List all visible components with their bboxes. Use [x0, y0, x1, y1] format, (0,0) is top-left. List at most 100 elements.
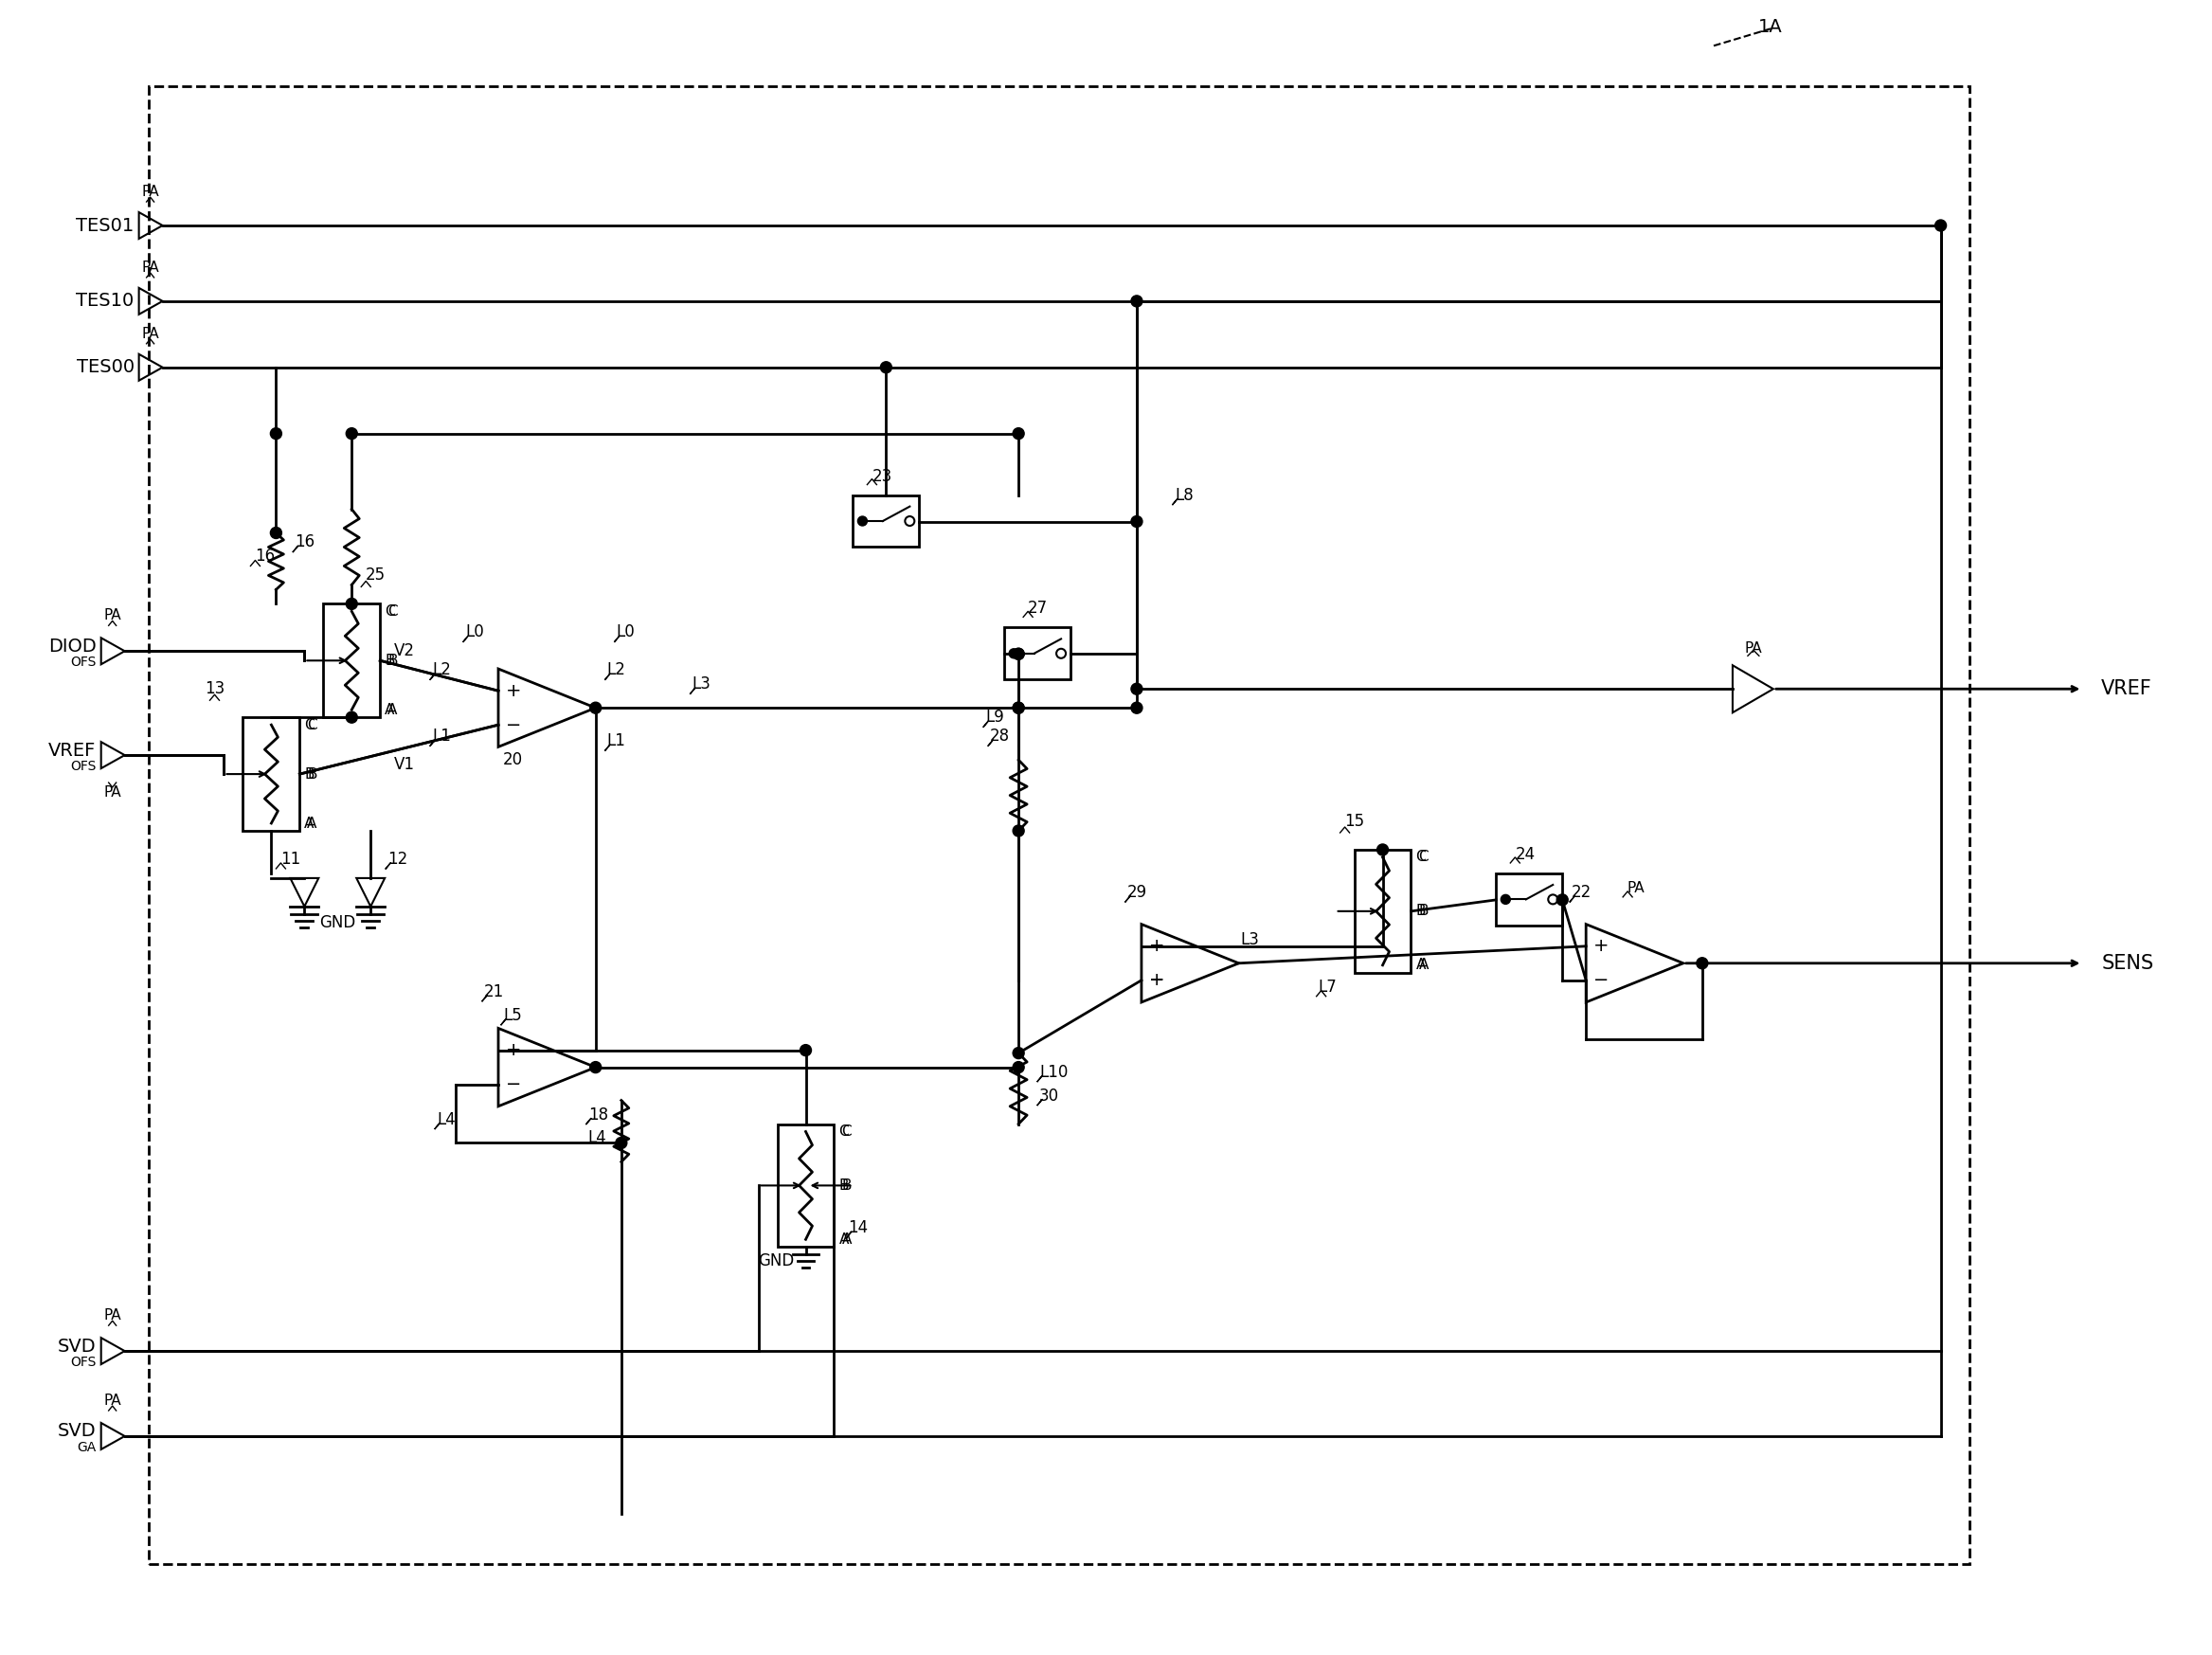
- Text: A: A: [838, 1233, 849, 1246]
- Text: 15: 15: [1345, 813, 1365, 829]
- Circle shape: [801, 1044, 812, 1056]
- Text: 24: 24: [1515, 846, 1535, 862]
- Circle shape: [1013, 649, 1024, 660]
- Text: 21: 21: [484, 983, 504, 1000]
- Text: SENS: SENS: [2101, 953, 2154, 973]
- Bar: [854, 495, 920, 548]
- Circle shape: [1130, 684, 1141, 695]
- Circle shape: [1548, 895, 1557, 904]
- Text: SVD: SVD: [58, 1337, 97, 1355]
- Text: B: B: [385, 654, 394, 667]
- Text: PA: PA: [142, 326, 159, 341]
- Text: B: B: [1416, 904, 1427, 919]
- Text: V1: V1: [394, 756, 416, 773]
- Circle shape: [905, 516, 914, 526]
- Text: 28: 28: [991, 728, 1011, 745]
- Text: −: −: [507, 1076, 522, 1094]
- Text: B: B: [387, 654, 398, 667]
- Text: PA: PA: [104, 786, 122, 799]
- Text: VREF: VREF: [2101, 680, 2152, 698]
- Text: V2: V2: [394, 642, 416, 660]
- Text: PA: PA: [142, 260, 159, 275]
- Circle shape: [1009, 649, 1018, 659]
- Text: L1: L1: [431, 728, 451, 745]
- Circle shape: [1013, 826, 1024, 836]
- Circle shape: [1013, 649, 1024, 660]
- Text: 20: 20: [502, 751, 522, 768]
- Text: C: C: [1416, 851, 1427, 864]
- Text: DIOD: DIOD: [49, 637, 97, 655]
- Bar: [1354, 849, 1411, 973]
- Text: C: C: [1418, 851, 1429, 864]
- Circle shape: [1130, 702, 1141, 713]
- Text: 16: 16: [254, 548, 274, 564]
- Bar: [243, 717, 299, 831]
- Text: L2: L2: [606, 662, 626, 679]
- Text: A: A: [305, 816, 314, 831]
- Text: PA: PA: [142, 185, 159, 199]
- Text: L3: L3: [1241, 932, 1259, 948]
- Text: C: C: [385, 604, 396, 619]
- Text: B: B: [1418, 904, 1429, 919]
- Text: 12: 12: [387, 851, 407, 867]
- Text: PA: PA: [104, 1309, 122, 1322]
- Text: A: A: [385, 703, 394, 717]
- Text: 16: 16: [294, 535, 314, 551]
- Circle shape: [1557, 894, 1568, 905]
- Text: B: B: [838, 1178, 849, 1193]
- Text: B: B: [307, 766, 316, 781]
- Text: 22: 22: [1573, 884, 1593, 900]
- Text: B: B: [841, 1178, 852, 1193]
- Circle shape: [1378, 844, 1389, 856]
- Text: TES00: TES00: [75, 359, 135, 376]
- Circle shape: [591, 702, 602, 713]
- Text: A: A: [1418, 958, 1429, 971]
- Text: +: +: [1593, 937, 1608, 955]
- Bar: [148, 86, 1969, 1564]
- Text: L4: L4: [436, 1111, 456, 1127]
- Circle shape: [1013, 702, 1024, 713]
- Circle shape: [1130, 296, 1141, 306]
- Text: VREF: VREF: [49, 741, 97, 760]
- Circle shape: [1013, 1048, 1024, 1059]
- Text: +: +: [1148, 937, 1166, 955]
- Text: PA: PA: [1626, 880, 1644, 895]
- Text: L5: L5: [502, 1006, 522, 1024]
- Circle shape: [591, 1061, 602, 1072]
- Bar: [776, 1124, 834, 1246]
- Text: L0: L0: [465, 624, 484, 640]
- Text: L10: L10: [1040, 1064, 1068, 1081]
- Text: L7: L7: [1318, 978, 1336, 995]
- Text: OFS: OFS: [71, 1355, 97, 1369]
- Text: L3: L3: [692, 675, 710, 693]
- Bar: [1495, 874, 1562, 925]
- Text: −: −: [1148, 937, 1164, 955]
- Bar: [323, 604, 380, 717]
- Text: L0: L0: [617, 624, 635, 640]
- Text: L2: L2: [431, 662, 451, 679]
- Text: −: −: [507, 717, 522, 735]
- Circle shape: [615, 1137, 626, 1149]
- Text: +: +: [1148, 971, 1166, 990]
- Text: 13: 13: [204, 680, 226, 697]
- Text: B: B: [305, 766, 314, 781]
- Text: 1A: 1A: [1759, 18, 1783, 36]
- Circle shape: [1936, 220, 1947, 232]
- Text: TES10: TES10: [75, 293, 135, 309]
- Circle shape: [345, 712, 358, 723]
- Circle shape: [1697, 958, 1708, 968]
- Text: C: C: [305, 718, 314, 732]
- Text: OFS: OFS: [71, 655, 97, 669]
- Circle shape: [1130, 516, 1141, 528]
- Text: C: C: [841, 1124, 852, 1139]
- Text: L4: L4: [588, 1130, 606, 1147]
- Text: PA: PA: [1745, 642, 1763, 655]
- Text: 18: 18: [588, 1106, 608, 1124]
- Circle shape: [1013, 702, 1024, 713]
- Circle shape: [1013, 429, 1024, 439]
- Text: L1: L1: [606, 733, 626, 750]
- Text: +: +: [507, 1041, 522, 1059]
- Circle shape: [345, 597, 358, 609]
- Text: +: +: [507, 682, 522, 700]
- Text: C: C: [307, 718, 316, 732]
